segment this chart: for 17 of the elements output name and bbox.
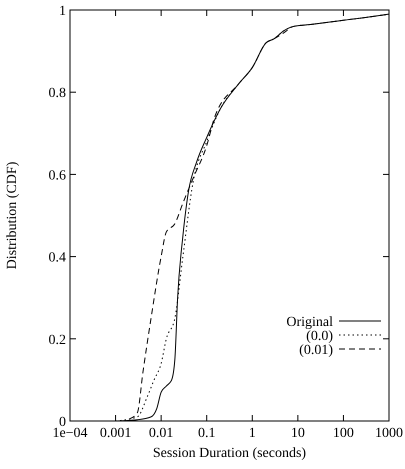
y-tick-label: 0.6 — [48, 168, 66, 184]
x-axis-title: Session Duration (seconds) — [152, 446, 306, 461]
x-tick-label: 0.1 — [198, 426, 216, 441]
x-tick-label: 1000 — [375, 426, 403, 441]
y-tick-label: 0.8 — [48, 86, 66, 102]
y-tick-label: 0.2 — [48, 332, 66, 348]
x-tick-label: 100 — [332, 426, 354, 441]
y-axis-title: Distribution (CDF) — [5, 161, 20, 270]
x-tick-label: 10 — [290, 426, 305, 441]
legend-label: Original — [286, 315, 334, 330]
x-tick-label: 0.001 — [100, 426, 132, 441]
legend-label: (0.01) — [299, 343, 334, 358]
x-tick-label: 0.01 — [148, 426, 174, 441]
y-tick-label: 1 — [59, 4, 66, 19]
x-tick-label: 1 — [248, 426, 256, 441]
legend-label: (0.0) — [306, 329, 334, 344]
y-tick-label: 0.4 — [48, 250, 66, 266]
